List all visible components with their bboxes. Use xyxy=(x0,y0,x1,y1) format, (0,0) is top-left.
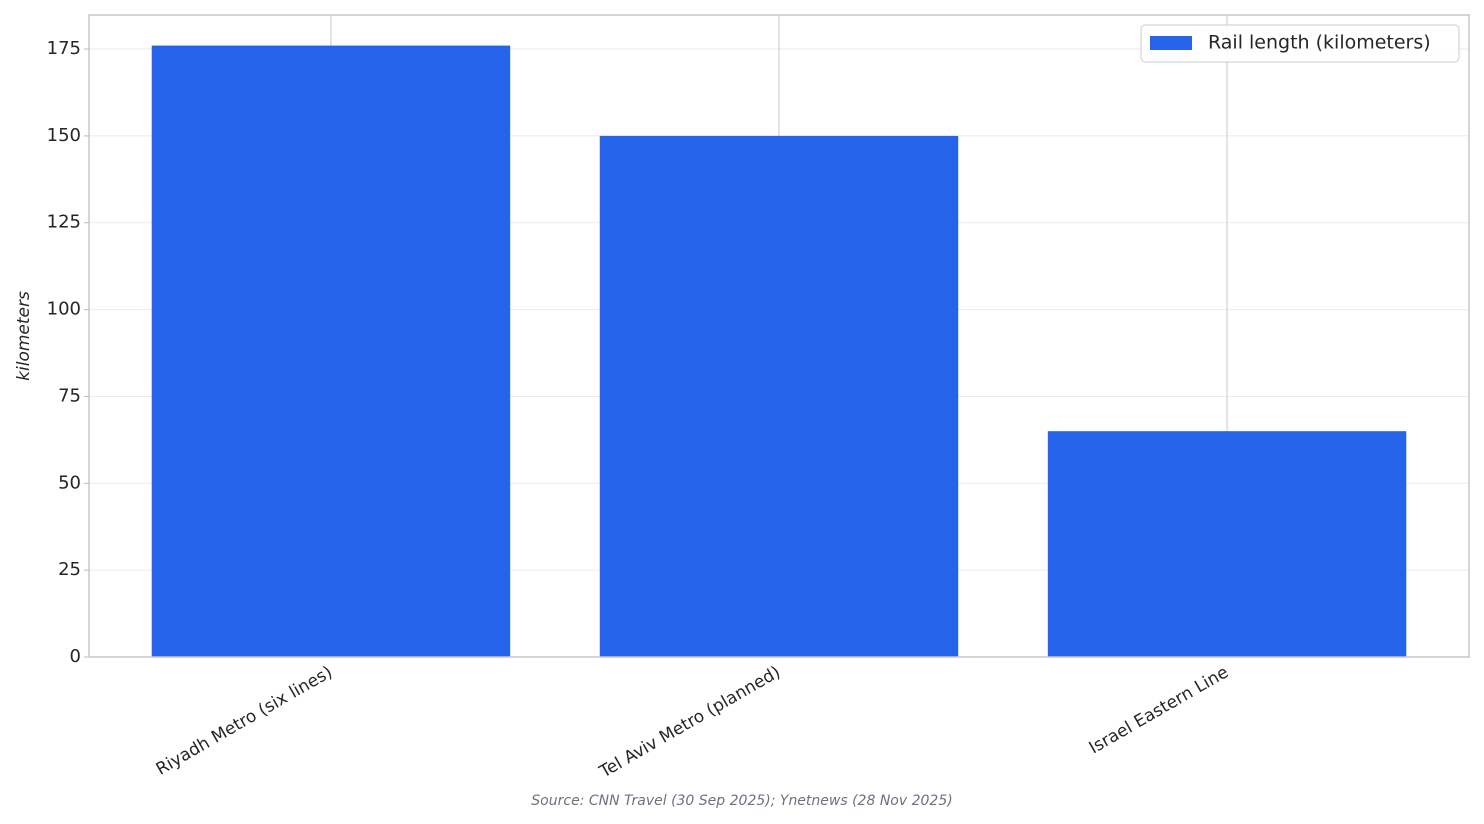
y-tick-label: 50 xyxy=(58,472,81,493)
bar xyxy=(1047,431,1407,657)
legend-swatch xyxy=(1150,36,1192,50)
legend-box xyxy=(1140,24,1460,63)
y-tick-label: 0 xyxy=(70,646,81,667)
bar xyxy=(151,45,511,658)
y-tick-label: 175 xyxy=(47,38,81,59)
y-tick-label: 75 xyxy=(58,385,81,406)
x-tick-label: Israel Eastern Line xyxy=(1086,662,1232,758)
y-axis-label: kilometers xyxy=(14,291,34,381)
legend-label: Rail length (kilometers) xyxy=(1208,32,1431,54)
x-tick-label: Riyadh Metro (six lines) xyxy=(153,662,336,779)
y-tick-label: 100 xyxy=(47,299,81,320)
y-tick-label: 25 xyxy=(58,559,81,580)
x-tick-label: Tel Aviv Metro (planned) xyxy=(595,662,784,782)
y-tick-label: 150 xyxy=(47,125,81,146)
legend: Rail length (kilometers) xyxy=(1140,24,1460,63)
y-tick-label: 125 xyxy=(47,212,81,233)
bar xyxy=(599,135,959,657)
plot-frame xyxy=(88,14,1470,658)
source-note: Source: CNN Travel (30 Sep 2025); Ynetne… xyxy=(531,793,952,809)
